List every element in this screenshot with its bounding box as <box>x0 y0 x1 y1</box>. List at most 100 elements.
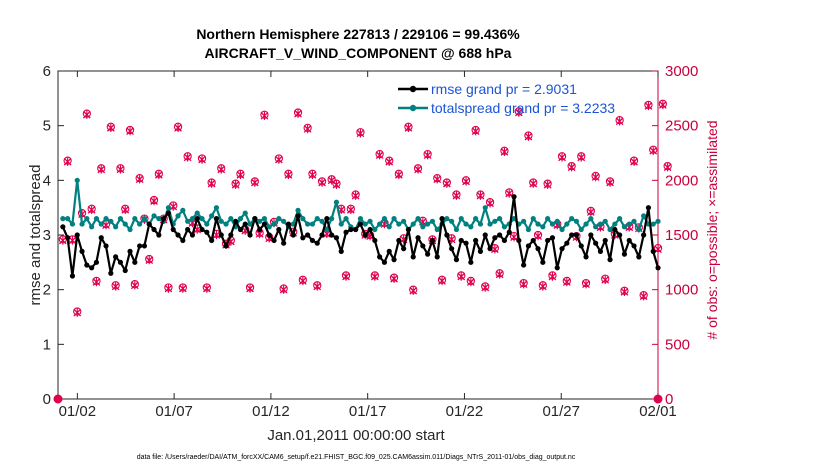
totalspread-point <box>74 177 80 183</box>
obs-assimilated-marker <box>663 163 672 172</box>
obs-zero-end-marker <box>653 394 663 404</box>
rmse-point <box>372 237 378 244</box>
rmse-point <box>425 251 431 257</box>
obs-assimilated-marker <box>351 191 360 200</box>
totalspread-point <box>415 216 421 222</box>
obs-assimilated-marker <box>250 178 259 187</box>
rmse-point <box>386 248 392 254</box>
totalspread-point <box>525 226 532 233</box>
rmse-point <box>266 232 272 238</box>
right-tick-label: 1500 <box>665 227 698 244</box>
left-tick-label: 2 <box>43 282 51 299</box>
totalspread-point <box>434 226 440 233</box>
y-axis-label-right: # of obs: o=possible; ×=assimilated <box>704 120 720 339</box>
rmse-point <box>185 226 191 233</box>
totalspread-point <box>621 224 628 230</box>
rmse-point <box>617 232 623 238</box>
totalspread-point <box>540 224 546 230</box>
totalspread-point <box>578 226 584 233</box>
totalspread-point <box>223 221 229 227</box>
obs-assimilated-marker <box>615 117 624 126</box>
obs-assimilated-marker <box>169 202 178 211</box>
totalspread-point <box>607 226 613 233</box>
right-tick-label: 2000 <box>665 172 698 189</box>
left-tick-label: 3 <box>43 227 51 244</box>
obs-assimilated-marker <box>116 165 125 174</box>
obs-assimilated-marker <box>490 245 499 254</box>
totalspread-point <box>237 216 244 222</box>
obs-assimilated-marker <box>274 155 283 164</box>
totalspread-point <box>593 224 599 230</box>
totalspread-point <box>271 221 277 227</box>
totalspread-point <box>228 216 234 222</box>
rmse-point <box>602 237 608 244</box>
totalspread-point <box>93 216 100 222</box>
totalspread-point <box>631 218 637 224</box>
rmse-point <box>228 232 234 238</box>
rmse-point <box>597 248 604 254</box>
rmse-point <box>343 229 349 235</box>
obs-assimilated-marker <box>620 287 629 297</box>
rmse-point <box>242 221 248 227</box>
totalspread-point <box>588 216 594 222</box>
obs-assimilated-marker <box>164 284 173 293</box>
totalspread-point <box>641 213 647 219</box>
obs-assimilated-marker <box>505 189 514 198</box>
obs-assimilated-marker <box>476 191 485 200</box>
rmse-point <box>151 226 157 233</box>
rmse-point <box>439 216 445 222</box>
rmse-point <box>295 213 301 219</box>
totalspread-point <box>401 218 407 224</box>
totalspread-point <box>60 216 66 222</box>
obs-assimilated-marker <box>236 170 245 180</box>
totalspread-point <box>300 216 306 222</box>
rmse-point <box>218 232 224 238</box>
rmse-point <box>405 226 412 233</box>
totalspread-point <box>396 221 402 227</box>
totalspread-point <box>477 221 484 227</box>
rmse-point <box>415 235 421 241</box>
legend-spread-label: totalspread grand pr = 3.2233 <box>431 100 615 116</box>
obs-assimilated-marker <box>452 191 461 200</box>
rmse-point <box>285 221 292 227</box>
totalspread-point <box>425 221 431 227</box>
obs-assimilated-marker <box>500 147 509 157</box>
totalspread-point <box>209 213 215 219</box>
totalspread-point <box>309 221 316 227</box>
right-tick-label: 500 <box>665 336 690 353</box>
rmse-point <box>554 265 560 271</box>
rmse-point <box>223 243 229 249</box>
obs-assimilated-marker <box>150 196 158 206</box>
obs-assimilated-marker <box>586 207 595 217</box>
legend: rmse grand pr = 2.9031 totalspread grand… <box>398 81 615 116</box>
chart-title-line1: Northern Hemisphere 227813 / 229106 = 99… <box>196 26 520 42</box>
rmse-point <box>549 235 556 241</box>
rmse-point <box>362 232 368 238</box>
rmse-point <box>324 216 330 222</box>
rmse-point <box>655 265 661 271</box>
rmse-point <box>463 240 469 246</box>
totalspread-point <box>329 216 335 222</box>
totalspread-point <box>650 221 656 227</box>
x-tick-label: 01/07 <box>155 403 193 420</box>
obs-assimilated-marker <box>548 272 557 281</box>
totalspread-point <box>636 226 642 233</box>
left-tick-label: 0 <box>43 391 51 408</box>
obs-assimilated-marker <box>207 179 216 188</box>
x-tick-label: 01/02 <box>59 403 97 420</box>
rmse-point <box>252 216 258 222</box>
obs-assimilated-marker <box>370 272 379 281</box>
obs-assimilated-marker <box>183 153 192 162</box>
obs-assimilated-marker <box>390 274 398 283</box>
totalspread-point <box>165 205 172 211</box>
rmse-point <box>645 205 652 211</box>
totalspread-point <box>103 216 109 222</box>
totalspread-point <box>266 224 272 230</box>
rmse-point <box>113 254 119 260</box>
totalspread-point <box>276 216 282 222</box>
x-tick-label: 01/12 <box>252 403 290 420</box>
totalspread-point <box>530 216 536 222</box>
obs-assimilated-marker <box>519 280 528 289</box>
rmse-point <box>626 237 632 244</box>
obs-assimilated-marker <box>409 286 418 295</box>
